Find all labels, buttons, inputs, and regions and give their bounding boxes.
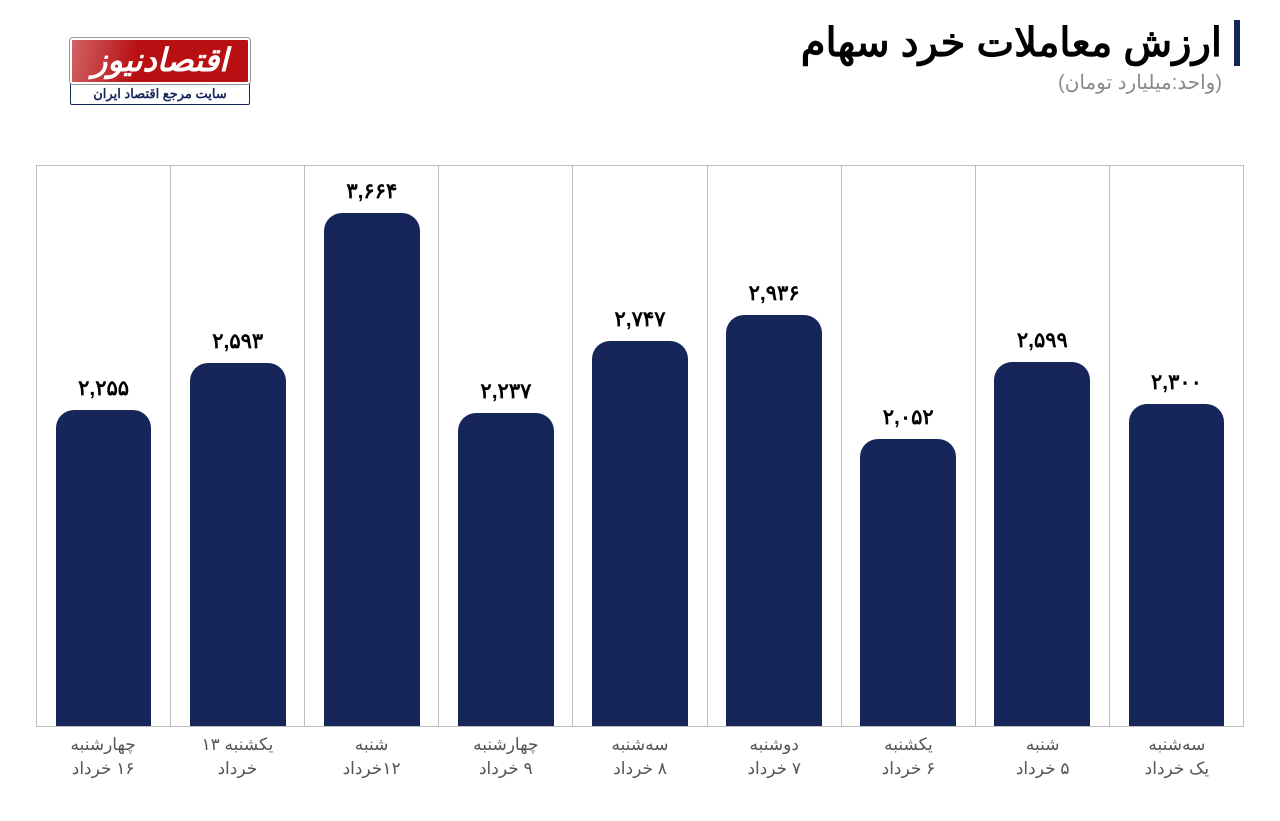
bar-value-label: ۲,۲۳۷: [458, 379, 554, 404]
axis-label-line2: ۵ خرداد: [976, 757, 1110, 781]
axis-label-line1: چهارشنبه: [439, 733, 573, 757]
axis-label: چهارشنبه۹ خرداد: [439, 727, 573, 781]
axis-label-line2: ۹ خرداد: [439, 757, 573, 781]
axis-label-line2: یک خرداد: [1110, 757, 1244, 781]
header: ارزش معاملات خرد سهام (واحد:میلیارد توما…: [0, 0, 1280, 105]
axis-label-line2: ۸ خرداد: [573, 757, 707, 781]
axis-label-line1: یکشنبه ۱۳: [170, 733, 304, 757]
chart-bar: ۳,۶۶۴: [324, 213, 420, 726]
chart-bar: ۲,۲۳۷: [458, 413, 554, 726]
axis-label-line1: شنبه: [304, 733, 438, 757]
bar-value-label: ۲,۲۵۵: [56, 376, 152, 401]
axis-label-line2: ۱۲خرداد: [304, 757, 438, 781]
chart-bar: ۲,۵۹۹: [994, 362, 1090, 726]
axis-label: سه‌شنبه۸ خرداد: [573, 727, 707, 781]
brand-logo: اقتصادنیوز سایت مرجع اقتصاد ایران: [70, 38, 250, 105]
page-title: ارزش معاملات خرد سهام: [801, 20, 1222, 66]
logo-brand-text: اقتصادنیوز: [78, 44, 242, 76]
bar-value-label: ۲,۷۴۷: [592, 307, 688, 332]
chart-bar: ۲,۲۵۵: [56, 410, 152, 726]
axis-label: شنبه۱۲خرداد: [304, 727, 438, 781]
chart-column: ۲,۲۵۵: [36, 166, 170, 726]
axis-label-line1: سه‌شنبه: [573, 733, 707, 757]
bar-value-label: ۲,۵۹۳: [190, 329, 286, 354]
chart-plot: ۲,۳۰۰ ۲,۵۹۹ ۲,۰۵۲ ۲,۹۳۶ ۲,۷۴۷ ۲,۲۳۷ ۳,۶۶۴ ۲,۵۹۳…: [36, 166, 1244, 726]
chart-labels-row: سه‌شنبهیک خردادشنبه۵ خردادیکشنبه۶ خردادد…: [36, 727, 1244, 781]
axis-label-line1: سه‌شنبه: [1110, 733, 1244, 757]
axis-label-line1: دوشنبه: [707, 733, 841, 757]
axis-label: یکشنبه۶ خرداد: [841, 727, 975, 781]
chart-column: ۲,۵۹۳: [170, 166, 304, 726]
chart-column: ۲,۲۳۷: [438, 166, 572, 726]
bar-value-label: ۲,۰۵۲: [860, 405, 956, 430]
chart-column: ۳,۶۶۴: [304, 166, 438, 726]
logo-badge: اقتصادنیوز: [70, 38, 250, 84]
axis-label-line2: خرداد: [170, 757, 304, 781]
axis-label: سه‌شنبهیک خرداد: [1110, 727, 1244, 781]
chart-bar: ۲,۵۹۳: [190, 363, 286, 726]
axis-label-line1: شنبه: [976, 733, 1110, 757]
bar-value-label: ۲,۹۳۶: [726, 281, 822, 306]
axis-label: یکشنبه ۱۳خرداد: [170, 727, 304, 781]
chart-area: ۲,۳۰۰ ۲,۵۹۹ ۲,۰۵۲ ۲,۹۳۶ ۲,۷۴۷ ۲,۲۳۷ ۳,۶۶۴ ۲,۵۹۳…: [36, 165, 1244, 791]
bar-value-label: ۲,۳۰۰: [1129, 370, 1225, 395]
axis-label-line2: ۱۶ خرداد: [36, 757, 170, 781]
chart-bar: ۲,۳۰۰: [1129, 404, 1225, 726]
title-accent-bar: [1234, 20, 1240, 66]
chart-bar: ۲,۹۳۶: [726, 315, 822, 726]
axis-label-line1: چهارشنبه: [36, 733, 170, 757]
chart-column: ۲,۵۹۹: [975, 166, 1109, 726]
axis-label: دوشنبه۷ خرداد: [707, 727, 841, 781]
chart-bar: ۲,۷۴۷: [592, 341, 688, 726]
chart-column: ۲,۷۴۷: [572, 166, 706, 726]
axis-label-line1: یکشنبه: [841, 733, 975, 757]
axis-label-line2: ۷ خرداد: [707, 757, 841, 781]
axis-label: چهارشنبه۱۶ خرداد: [36, 727, 170, 781]
bar-value-label: ۲,۵۹۹: [994, 328, 1090, 353]
chart-column: ۲,۰۵۲: [841, 166, 975, 726]
axis-label: شنبه۵ خرداد: [976, 727, 1110, 781]
bar-value-label: ۳,۶۶۴: [324, 179, 420, 204]
chart-column: ۲,۳۰۰: [1109, 166, 1244, 726]
chart-bar: ۲,۰۵۲: [860, 439, 956, 726]
chart-column: ۲,۹۳۶: [707, 166, 841, 726]
axis-label-line2: ۶ خرداد: [841, 757, 975, 781]
logo-tagline: سایت مرجع اقتصاد ایران: [70, 83, 250, 105]
